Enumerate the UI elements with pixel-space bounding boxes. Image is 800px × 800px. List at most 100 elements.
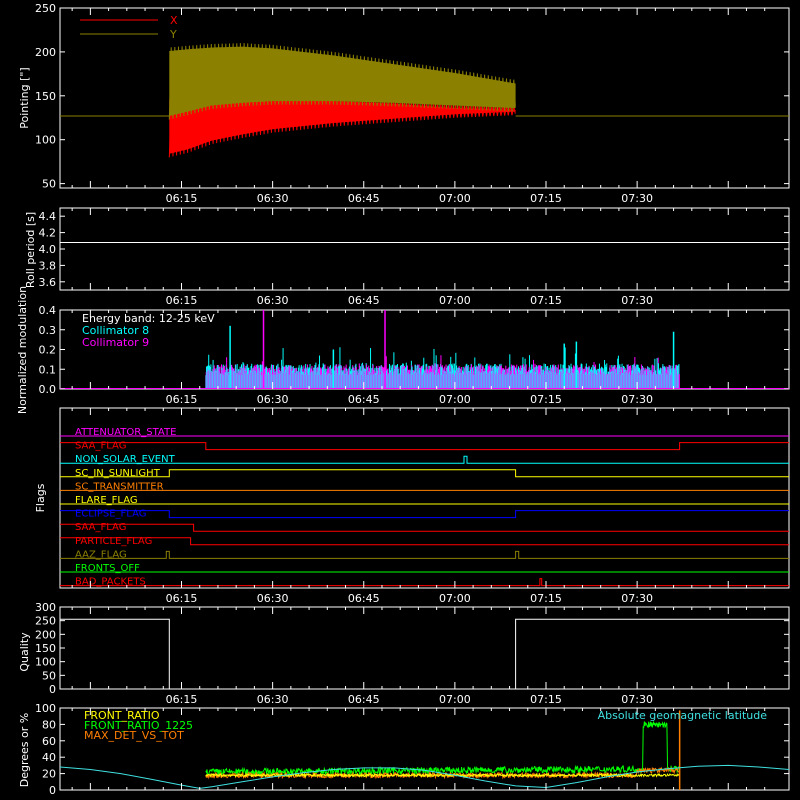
xtick-label: 06:45: [348, 192, 380, 205]
geomagnetic-latitude-line: [59, 764, 790, 789]
roll-period-frame: [59, 207, 790, 291]
xtick-label: 07:15: [530, 592, 562, 605]
ytick-label: 200: [35, 628, 56, 641]
flag-line: [60, 537, 789, 546]
quality-series: [60, 618, 789, 690]
xtick-label: 06:30: [257, 693, 289, 706]
roll-period-ylabel: Roll period [s]: [24, 212, 37, 288]
ratios-ylabel: Degrees or %: [18, 713, 31, 787]
xtick-label: 07:30: [621, 592, 653, 605]
ytick-label: 3.8: [39, 259, 57, 272]
xtick-label: 07:00: [439, 592, 471, 605]
xtick-label: 06:30: [257, 294, 289, 307]
xtick-label: 06:45: [348, 294, 380, 307]
xtick-label: 06:15: [166, 592, 198, 605]
ytick-label: 150: [35, 90, 56, 103]
xtick-label: 07:15: [530, 693, 562, 706]
flags-xticks: 06:15 06:30 06:45 07:00 07:15 07:30: [71, 408, 766, 605]
ytick-label: 0: [49, 784, 56, 797]
flag-line: [60, 469, 789, 478]
modulation-ylabel: Normalized modulation: [16, 286, 29, 414]
ytick-label: 100: [35, 702, 56, 715]
ytick-label: 60: [42, 735, 56, 748]
xtick-label: 07:00: [439, 294, 471, 307]
legend-x-label: X: [170, 14, 178, 27]
legend-y-label: Y: [169, 28, 177, 41]
flag-line: [60, 442, 789, 451]
ytick-label: 80: [42, 718, 56, 731]
xtick-label: 07:15: [530, 393, 562, 406]
flag-line: [60, 455, 789, 464]
flag-label: FRONTS_OFF: [75, 563, 140, 574]
ytick-label: 50: [42, 669, 56, 682]
ratios-frame: [59, 707, 790, 791]
ytick-label: 0: [49, 683, 56, 696]
ytick-label: 0.4: [39, 304, 57, 317]
front-ratio-line: [205, 772, 680, 779]
flags-panel: ATTENUATOR_STATE SAA_FLAG NON_SOLAR_EVENT S…: [34, 407, 790, 605]
front-ratio-1225-legend: FRONT_RATIO_1225: [84, 719, 193, 732]
flag-label: NON_SOLAR_EVENT: [75, 454, 176, 465]
roll-period-panel: 3.6 3.8 4.0 4.2 4.4 06:15 06:30 06:45 07:00 07:1…: [24, 207, 790, 307]
ytick-label: 250: [35, 615, 56, 628]
flag-label: BAD_PACKETS: [75, 577, 146, 588]
modulation-yticks: 0.0 0.1 0.2 0.3 0.4: [39, 304, 789, 396]
xtick-label: 07:30: [621, 192, 653, 205]
ytick-label: 0.3: [39, 324, 57, 337]
ytick-label: 4.4: [39, 210, 57, 223]
xtick-label: 06:30: [257, 592, 289, 605]
flags-frame: [59, 407, 790, 589]
ytick-label: 4.2: [39, 227, 57, 240]
xtick-label: 06:15: [166, 693, 198, 706]
pointing-series: [60, 43, 789, 158]
ytick-label: 40: [42, 751, 56, 764]
ytick-label: 0.2: [39, 344, 57, 357]
xtick-label: 07:00: [439, 192, 471, 205]
flag-label: FLARE_FLAG: [75, 495, 138, 506]
quality-ylabel: Quality: [18, 632, 31, 672]
roll-period-xticks: 06:15 06:30 06:45 07:00 07:15 07:30: [71, 208, 766, 307]
xtick-label: 07:30: [621, 393, 653, 406]
modulation-xticks: 06:15 06:30 06:45 07:00 07:15 07:30: [71, 310, 766, 406]
flag-line: [60, 510, 789, 519]
ytick-label: 150: [35, 642, 56, 655]
xtick-label: 06:15: [166, 393, 198, 406]
ratios-yticks: 0 20 40 60 80 100: [35, 702, 789, 797]
flag-label: SC_IN_SUNLIGHT: [75, 468, 161, 479]
flag-label: PARTICLE_FLAG: [75, 536, 152, 547]
flag-label: SAA_FLAG: [75, 522, 126, 533]
front-ratio-legend: FRONT_RATIO: [84, 709, 160, 722]
modulation-panel: 0.0 0.1 0.2 0.3 0.4 06:15 06:30 06:45 07:00 07:1…: [16, 286, 790, 414]
xtick-label: 06:45: [348, 592, 380, 605]
xtick-label: 06:30: [257, 192, 289, 205]
xtick-label: 06:45: [348, 693, 380, 706]
ytick-label: 50: [42, 178, 56, 191]
xtick-label: 06:15: [166, 294, 198, 307]
collimator-9-label: Collimator 9: [82, 336, 149, 349]
flag-line: [60, 550, 789, 559]
ytick-label: 100: [35, 656, 56, 669]
flag-label: AAZ_FLAG: [75, 549, 127, 560]
ytick-label: 100: [35, 134, 56, 147]
ytick-label: 4.0: [39, 243, 57, 256]
xtick-label: 06:30: [257, 393, 289, 406]
ytick-label: 250: [35, 2, 56, 15]
flag-label: ECLIPSE_FLAG: [75, 509, 146, 520]
xtick-label: 07:15: [530, 294, 562, 307]
ytick-label: 200: [35, 46, 56, 59]
modulation-series: [60, 310, 789, 389]
pointing-yticks: 50 100 150 200 250: [35, 2, 789, 191]
flag-line: [60, 578, 789, 587]
ratio-series: [59, 710, 790, 790]
pointing-y-band: [169, 46, 516, 116]
pointing-panel: 50 100 150 200 250 06:15 06:30 06:45 07:00 07:15…: [18, 2, 790, 205]
collimator-8-label: Collimator 8: [82, 324, 149, 337]
quality-xticks: 06:15 06:30 06:45 07:00 07:15 07:30: [71, 607, 766, 706]
ratios-panel: 0 20 40 60 80 100 Degrees or % FRONT_RATIO FR…: [18, 702, 790, 797]
flag-label: SAA_FLAG: [75, 441, 126, 452]
ytick-label: 3.6: [39, 276, 57, 289]
front-ratio-1225-line: [205, 720, 680, 776]
